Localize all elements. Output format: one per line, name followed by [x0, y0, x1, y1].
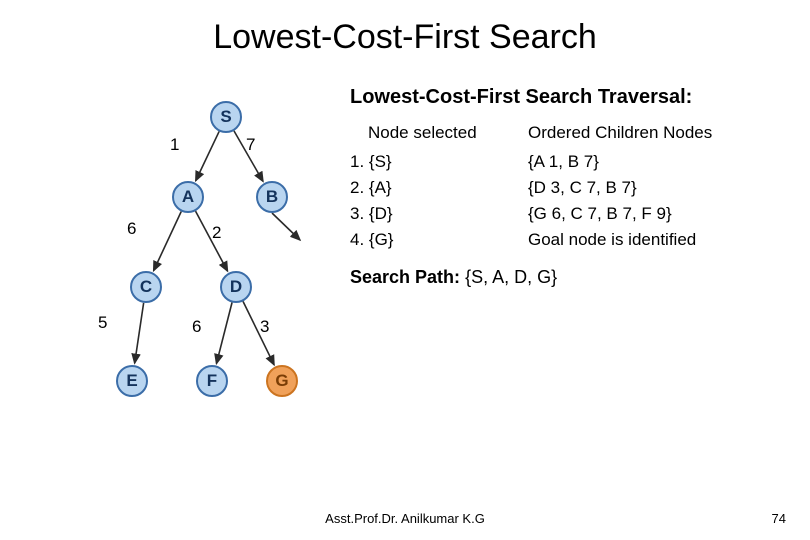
slide-title: Lowest-Cost-First Search	[0, 18, 810, 57]
edge-label: 3	[260, 317, 269, 337]
steps-list: 1. {S}{A 1, B 7}2. {A}{D 3, C 7, B 7}3. …	[350, 149, 770, 253]
edge-label: 2	[212, 223, 221, 243]
edge-label: 6	[192, 317, 201, 337]
edge	[135, 303, 144, 363]
step-children: {A 1, B 7}	[528, 149, 599, 175]
step-row: 3. {D} {G 6, C 7, B 7, F 9}	[350, 201, 770, 227]
edge	[154, 211, 182, 270]
edge-label: 1	[170, 135, 179, 155]
footer-page: 74	[772, 511, 786, 526]
node-f: F	[196, 365, 228, 397]
step-selected: 1. {S}	[350, 149, 392, 175]
edge	[272, 213, 300, 240]
footer-author: Asst.Prof.Dr. Anilkumar K.G	[0, 511, 810, 526]
node-b: B	[256, 181, 288, 213]
step-selected: 2. {A}	[350, 175, 392, 201]
step-children: {D 3, C 7, B 7}	[528, 175, 637, 201]
step-selected: 4. {G}	[350, 227, 393, 253]
edge-label: 7	[246, 135, 255, 155]
search-path-label: Search Path:	[350, 267, 460, 287]
traversal-title: Lowest-Cost-First Search Traversal:	[350, 86, 770, 109]
step-row: 1. {S} {A 1, B 7}	[350, 149, 770, 175]
step-children: Goal node is identified	[528, 227, 696, 253]
edge	[216, 303, 232, 364]
edge	[196, 131, 219, 180]
node-a: A	[172, 181, 204, 213]
edge-label: 5	[98, 313, 107, 333]
edge-label: 6	[127, 219, 136, 239]
node-c: C	[130, 271, 162, 303]
col-header-children: Ordered Children Nodes	[528, 123, 712, 143]
tree-diagram: S A B C D E F G 1 7 6 2 5 6 3	[100, 85, 360, 425]
traversal-text: Lowest-Cost-First Search Traversal: Node…	[350, 86, 770, 288]
node-s: S	[210, 101, 242, 133]
step-children: {G 6, C 7, B 7, F 9}	[528, 201, 672, 227]
search-path-value: {S, A, D, G}	[465, 267, 557, 287]
search-path: Search Path: {S, A, D, G}	[350, 267, 770, 288]
node-e: E	[116, 365, 148, 397]
node-g: G	[266, 365, 298, 397]
step-selected: 3. {D}	[350, 201, 393, 227]
col-header-selected: Node selected	[368, 123, 477, 143]
step-row: 2. {A} {D 3, C 7, B 7}	[350, 175, 770, 201]
slide: Lowest-Cost-First Search S A B C D E F G 1 7 6 2 5 6 3…	[0, 0, 810, 540]
step-row: 4. {G} Goal node is identified	[350, 227, 770, 253]
node-d: D	[220, 271, 252, 303]
